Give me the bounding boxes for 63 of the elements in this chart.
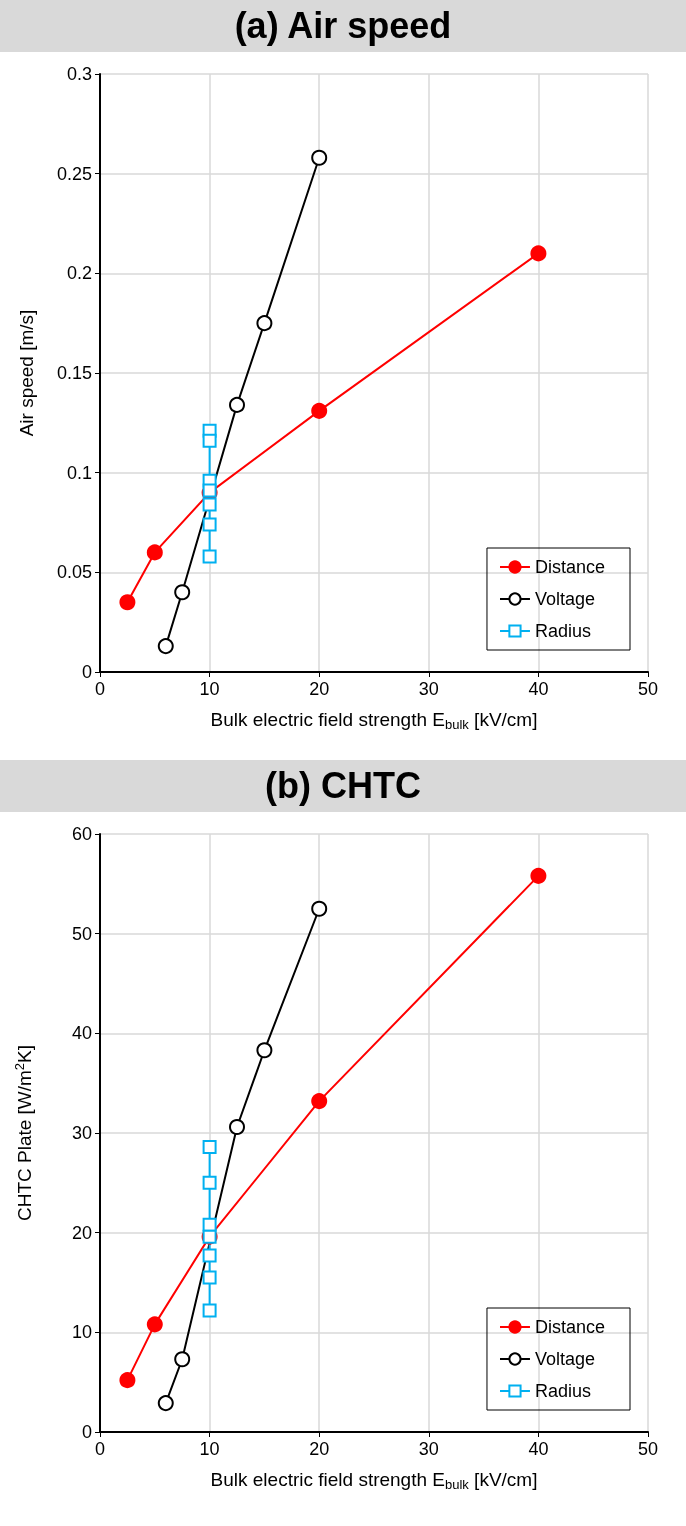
y-tick-label: 50 <box>71 923 92 944</box>
chart-title: (b) CHTC <box>0 760 686 812</box>
x-tick-label: 0 <box>94 679 106 699</box>
point <box>202 433 217 448</box>
point <box>157 1395 174 1412</box>
y-tick-label: 40 <box>71 1023 92 1044</box>
y-tick-label: 0.05 <box>56 562 92 583</box>
point <box>157 638 174 655</box>
point <box>202 1270 217 1285</box>
y-tick-label: 0.15 <box>56 363 92 383</box>
y-tick-label: 30 <box>71 1123 92 1143</box>
point <box>202 497 217 512</box>
point <box>202 549 217 564</box>
x-tick-label: 10 <box>199 679 220 699</box>
x-tick-label: 10 <box>199 1439 220 1459</box>
x-tick-label: 20 <box>309 1439 330 1459</box>
x-tick-label: 40 <box>528 1439 549 1459</box>
legend-label: Radius <box>534 621 591 641</box>
point <box>174 1351 191 1368</box>
point <box>311 900 328 917</box>
legend-label: Distance <box>534 1317 605 1337</box>
point <box>311 1093 328 1110</box>
y-tick-label: 0.1 <box>66 462 92 483</box>
point <box>311 149 328 166</box>
legend-label: Voltage <box>534 1349 596 1369</box>
point <box>146 544 163 561</box>
point <box>256 1042 273 1059</box>
x-tick-label: 30 <box>418 679 439 699</box>
point <box>202 517 217 532</box>
point <box>202 1248 217 1263</box>
legend-label: Radius <box>534 1381 591 1401</box>
point <box>202 1175 217 1190</box>
point <box>202 1303 217 1318</box>
y-axis-title: CHTC Plate [W/m2K] <box>12 1044 35 1222</box>
y-tick-label: 60 <box>71 824 92 844</box>
point <box>202 1139 217 1154</box>
y-axis-title: Air speed [m/s] <box>16 309 37 437</box>
x-tick-label: 0 <box>94 1439 106 1459</box>
x-tick-label: 40 <box>528 679 549 699</box>
y-tick-label: 0.2 <box>66 263 92 284</box>
point <box>311 402 328 419</box>
y-tick-label: 20 <box>71 1222 92 1243</box>
point <box>530 245 547 262</box>
point <box>530 867 547 884</box>
point <box>256 315 273 332</box>
x-tick-label: 50 <box>637 679 659 699</box>
point <box>229 1119 245 1136</box>
y-tick-label: 0.25 <box>56 163 92 184</box>
point <box>229 396 245 413</box>
chart-title: (a) Air speed <box>0 0 686 52</box>
point <box>174 584 191 601</box>
y-tick-label: 10 <box>71 1322 92 1343</box>
legend-label: Voltage <box>534 589 596 609</box>
point <box>119 594 136 611</box>
y-tick-label: 0 <box>81 1422 92 1442</box>
point <box>146 1316 163 1333</box>
x-tick-label: 30 <box>418 1439 439 1459</box>
x-tick-label: 20 <box>309 679 330 699</box>
y-tick-label: 0.3 <box>66 64 92 84</box>
legend-label: Distance <box>534 557 605 577</box>
y-tick-label: 0 <box>81 662 92 682</box>
x-tick-label: 50 <box>637 1439 659 1459</box>
point <box>119 1372 136 1389</box>
